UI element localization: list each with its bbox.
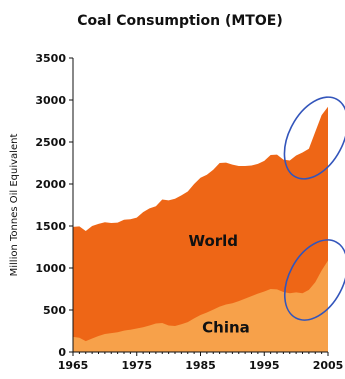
y-tick-label: 1000 [35,262,66,275]
y-tick-label: 3000 [35,94,66,107]
annotation-china: China [202,319,250,337]
area-world [73,106,328,352]
area-china [73,260,328,352]
annotation-world: World [188,232,238,250]
x-tick-label: 1985 [185,359,216,372]
highlight-ellipse-world [283,96,345,180]
series-areas [73,106,328,352]
y-tick-label: 500 [43,304,66,317]
annotations: World China [188,96,345,337]
x-tick-label: 2005 [313,359,344,372]
y-tick-label: 3500 [35,52,66,65]
axes: 0 500 1000 1500 2000 2500 3000 3500 1965 1975 1985… [35,52,343,372]
x-tick-label: 1975 [121,359,152,372]
y-tick-label: 2000 [35,178,66,191]
chart-title: Coal Consumption (MTOE) [77,13,282,29]
y-tick-label: 2500 [35,136,66,149]
y-axis-label: Million Tonnes Oil Equivalent [9,134,20,277]
y-tick-label: 0 [58,346,66,359]
x-tick-label: 1965 [58,359,89,372]
y-tick-label: 1500 [35,220,66,233]
highlight-ellipse-china [283,239,345,321]
x-tick-label: 1995 [249,359,280,372]
